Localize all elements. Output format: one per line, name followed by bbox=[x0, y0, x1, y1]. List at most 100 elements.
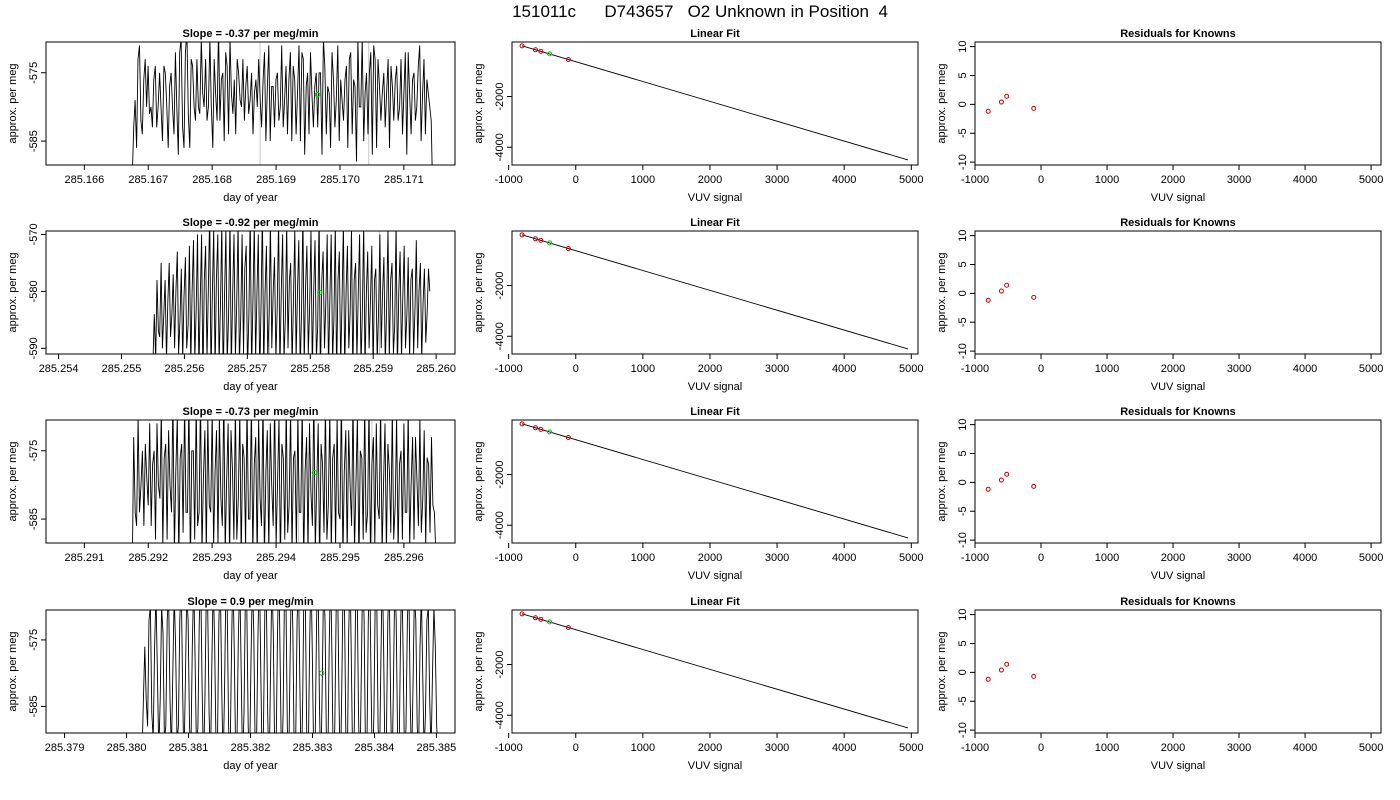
x-tick-label: 3000 bbox=[765, 363, 789, 375]
y-tick-label: 5 bbox=[957, 640, 969, 646]
x-tick-label: 5000 bbox=[1359, 174, 1383, 186]
unknown-marker bbox=[314, 91, 321, 98]
y-axis-label: approx. per meg bbox=[7, 441, 19, 521]
x-tick-label: 285.260 bbox=[416, 363, 456, 375]
y-tick-label: 0 bbox=[957, 479, 969, 485]
x-tick-label: 0 bbox=[1038, 174, 1044, 186]
x-tick-label: 4000 bbox=[1293, 363, 1317, 375]
residual-point bbox=[985, 486, 991, 492]
plot-area bbox=[519, 611, 909, 729]
x-tick-label: 285.382 bbox=[231, 742, 271, 754]
known-point bbox=[565, 435, 571, 441]
known-point bbox=[532, 236, 538, 242]
known-point bbox=[565, 246, 571, 252]
x-tick-label: 5000 bbox=[1359, 552, 1383, 564]
plot-area bbox=[152, 231, 431, 354]
x-tick-label: -1000 bbox=[961, 552, 989, 564]
x-tick-label: 285.296 bbox=[384, 552, 424, 564]
x-tick-label: 5000 bbox=[1359, 742, 1383, 754]
x-tick-label: 3000 bbox=[765, 552, 789, 564]
x-tick-label: -1000 bbox=[495, 363, 523, 375]
y-tick-label: -4000 bbox=[494, 701, 506, 729]
fit-line bbox=[521, 423, 909, 539]
x-tick-label: 0 bbox=[1038, 363, 1044, 375]
fit-line bbox=[521, 45, 909, 161]
residual-point bbox=[1031, 105, 1037, 111]
residual-point bbox=[998, 288, 1004, 294]
x-tick-label: 285.167 bbox=[128, 174, 168, 186]
x-tick-label: 285.385 bbox=[417, 742, 457, 754]
x-tick-label: 4000 bbox=[832, 174, 856, 186]
x-tick-label: 2000 bbox=[698, 174, 722, 186]
x-tick-label: 4000 bbox=[1293, 742, 1317, 754]
unknown-point bbox=[547, 51, 553, 57]
plot-area bbox=[132, 420, 436, 543]
x-tick-label: 285.293 bbox=[192, 552, 232, 564]
x-tick-label: 2000 bbox=[698, 363, 722, 375]
panel-title: Linear Fit bbox=[690, 406, 740, 418]
x-tick-label: -1000 bbox=[495, 174, 523, 186]
x-tick-label: 2000 bbox=[698, 742, 722, 754]
x-axis-label: day of year bbox=[223, 381, 278, 393]
plot-area bbox=[142, 610, 438, 733]
y-axis-label: approx. per meg bbox=[473, 252, 485, 332]
panel-title: Residuals for Knowns bbox=[1120, 28, 1236, 40]
known-point bbox=[532, 47, 538, 53]
plot-frame bbox=[974, 419, 1382, 544]
known-point bbox=[538, 237, 544, 243]
y-tick-label: 0 bbox=[957, 101, 969, 107]
y-tick-label: -2000 bbox=[494, 460, 506, 488]
x-tick-label: 2000 bbox=[1161, 174, 1185, 186]
known-point bbox=[519, 611, 525, 617]
plot-frame bbox=[974, 230, 1382, 355]
x-axis-label: day of year bbox=[223, 760, 278, 772]
plot-area bbox=[519, 232, 909, 350]
y-tick-label: -585 bbox=[28, 695, 40, 717]
x-tick-label: 285.294 bbox=[256, 552, 296, 564]
x-tick-label: 5000 bbox=[1359, 363, 1383, 375]
y-tick-label: -570 bbox=[28, 223, 40, 245]
x-tick-label: 1000 bbox=[631, 174, 655, 186]
residual-point bbox=[1031, 483, 1037, 489]
x-tick-label: 285.384 bbox=[355, 742, 395, 754]
plot-frame bbox=[511, 609, 919, 734]
plot-area bbox=[985, 282, 1037, 303]
plot-frame bbox=[511, 41, 919, 166]
x-tick-label: 1000 bbox=[1095, 174, 1119, 186]
y-tick-label: -10 bbox=[957, 343, 969, 359]
residual-point bbox=[1004, 471, 1010, 477]
y-tick-label: -585 bbox=[28, 130, 40, 152]
known-point bbox=[519, 43, 525, 49]
x-tick-label: 1000 bbox=[1095, 363, 1119, 375]
x-axis-label: VUV signal bbox=[1151, 192, 1205, 204]
panel-title: Residuals for Knowns bbox=[1120, 406, 1236, 418]
y-tick-label: -575 bbox=[28, 629, 40, 651]
y-axis-label: approx. per meg bbox=[936, 631, 948, 711]
series-line bbox=[152, 231, 431, 354]
residual-point bbox=[985, 108, 991, 114]
y-tick-label: -10 bbox=[957, 722, 969, 738]
residual-point bbox=[1004, 282, 1010, 288]
x-tick-label: 285.259 bbox=[353, 363, 393, 375]
x-tick-label: 2000 bbox=[1161, 742, 1185, 754]
y-axis-label: approx. per meg bbox=[7, 631, 19, 711]
x-tick-label: 3000 bbox=[765, 174, 789, 186]
y-tick-label: 5 bbox=[957, 72, 969, 78]
y-tick-label: -580 bbox=[28, 280, 40, 302]
plot-area bbox=[519, 421, 909, 539]
y-tick-label: 0 bbox=[957, 290, 969, 296]
x-tick-label: 3000 bbox=[1227, 742, 1251, 754]
x-tick-label: -1000 bbox=[961, 742, 989, 754]
x-tick-label: 5000 bbox=[899, 742, 923, 754]
x-tick-label: 5000 bbox=[899, 552, 923, 564]
x-axis-label: day of year bbox=[223, 570, 278, 582]
x-tick-label: 285.292 bbox=[128, 552, 168, 564]
y-tick-label: -2000 bbox=[494, 650, 506, 678]
x-tick-label: 285.379 bbox=[45, 742, 85, 754]
panel-title: Slope = -0.37 per meg/min bbox=[182, 28, 318, 40]
plot-frame bbox=[511, 230, 919, 355]
y-tick-label: -5 bbox=[957, 317, 969, 327]
x-tick-label: 285.255 bbox=[102, 363, 142, 375]
y-axis-label: approx. per meg bbox=[936, 63, 948, 143]
